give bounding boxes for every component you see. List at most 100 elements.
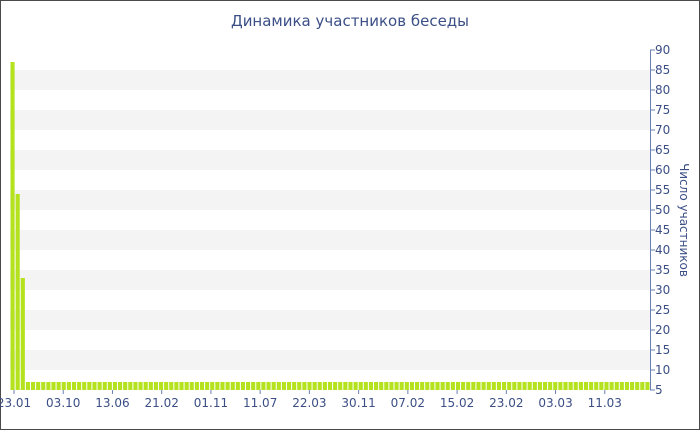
grid-band [10,310,650,330]
bar [414,382,420,390]
bar [435,382,440,390]
bar [445,382,450,390]
bar [51,382,56,390]
bar [542,382,548,390]
y-axis-ticks: 5 10 15 20 25 30 35 40 45 50 55 60 65 70 75 80 85 90 [650,43,670,397]
bar [583,382,589,390]
bar [338,382,343,390]
bar [240,382,246,390]
bar [286,382,292,390]
bar [41,382,46,390]
bar [409,382,414,390]
bar [502,382,507,390]
grid-band [10,110,650,130]
bar [77,382,82,390]
y-tick-label: 10 [655,363,670,377]
bar [210,382,215,390]
x-tick-label: 03.10 [46,396,80,410]
bar [225,382,230,390]
bar [466,382,471,390]
bar [379,382,384,390]
x-axis-ticks: 23.01 03.10 13.06 21.02 01.11 11.07 22.03 30.11… [0,390,622,410]
bar [297,382,302,390]
bar [430,382,435,390]
bar [97,382,102,390]
bar [123,382,128,390]
bar [148,382,153,390]
bar [184,382,189,390]
y-tick-label: 90 [655,43,670,57]
bar [455,382,461,390]
bar [153,382,158,390]
bar [640,382,645,390]
bar [20,278,25,390]
bar [107,382,112,390]
bar [307,382,312,390]
bar [235,382,240,390]
bar [563,382,568,390]
bar [368,382,374,390]
grid-band [10,270,650,290]
bar [333,382,338,390]
y-tick-label: 70 [655,123,670,137]
bar [128,382,133,390]
bar [645,382,650,390]
bar [486,382,491,390]
bar [440,382,445,390]
bars [10,62,650,390]
bar [215,382,220,390]
y-tick-label: 65 [655,143,670,157]
bar [143,382,148,390]
bar [491,382,496,390]
x-tick-label: 07.02 [391,396,425,410]
bar [624,382,630,390]
bar [266,382,271,390]
bar [614,382,619,390]
bar [230,382,235,390]
bar [256,382,261,390]
bar [589,382,594,390]
bar [363,382,368,390]
bar [635,382,640,390]
chart-title: Динамика участников беседы [230,12,470,30]
bar [56,382,61,390]
bar [15,194,20,390]
grid-bands [10,70,650,370]
grid-band [10,230,650,250]
bar [394,382,399,390]
bar [532,382,537,390]
bar [46,382,51,390]
bar [374,382,379,390]
x-tick-label: 03.03 [538,396,572,410]
y-tick-label: 55 [655,183,670,197]
bar [271,382,276,390]
bar [158,382,164,390]
bar [118,382,123,390]
bar [194,382,199,390]
bar [174,382,179,390]
bar [471,382,476,390]
x-tick-label: 15.02 [440,396,474,410]
bar [609,382,614,390]
x-tick-label: 11.07 [243,396,277,410]
x-tick-label: 23.01 [0,396,31,410]
bar [358,382,363,390]
bar [276,382,281,390]
bar [343,382,348,390]
bar [189,382,194,390]
bar [25,382,30,390]
bar [548,382,553,390]
bar [61,382,66,390]
bar [292,382,297,390]
bar [66,382,71,390]
bar [399,382,404,390]
grid-band [10,70,650,90]
bar [251,382,256,390]
bar [496,382,502,390]
bar [384,382,389,390]
y-tick-label: 80 [655,83,670,97]
bar [389,382,394,390]
bar [281,382,286,390]
y-tick-label: 60 [655,163,670,177]
bar [507,382,512,390]
